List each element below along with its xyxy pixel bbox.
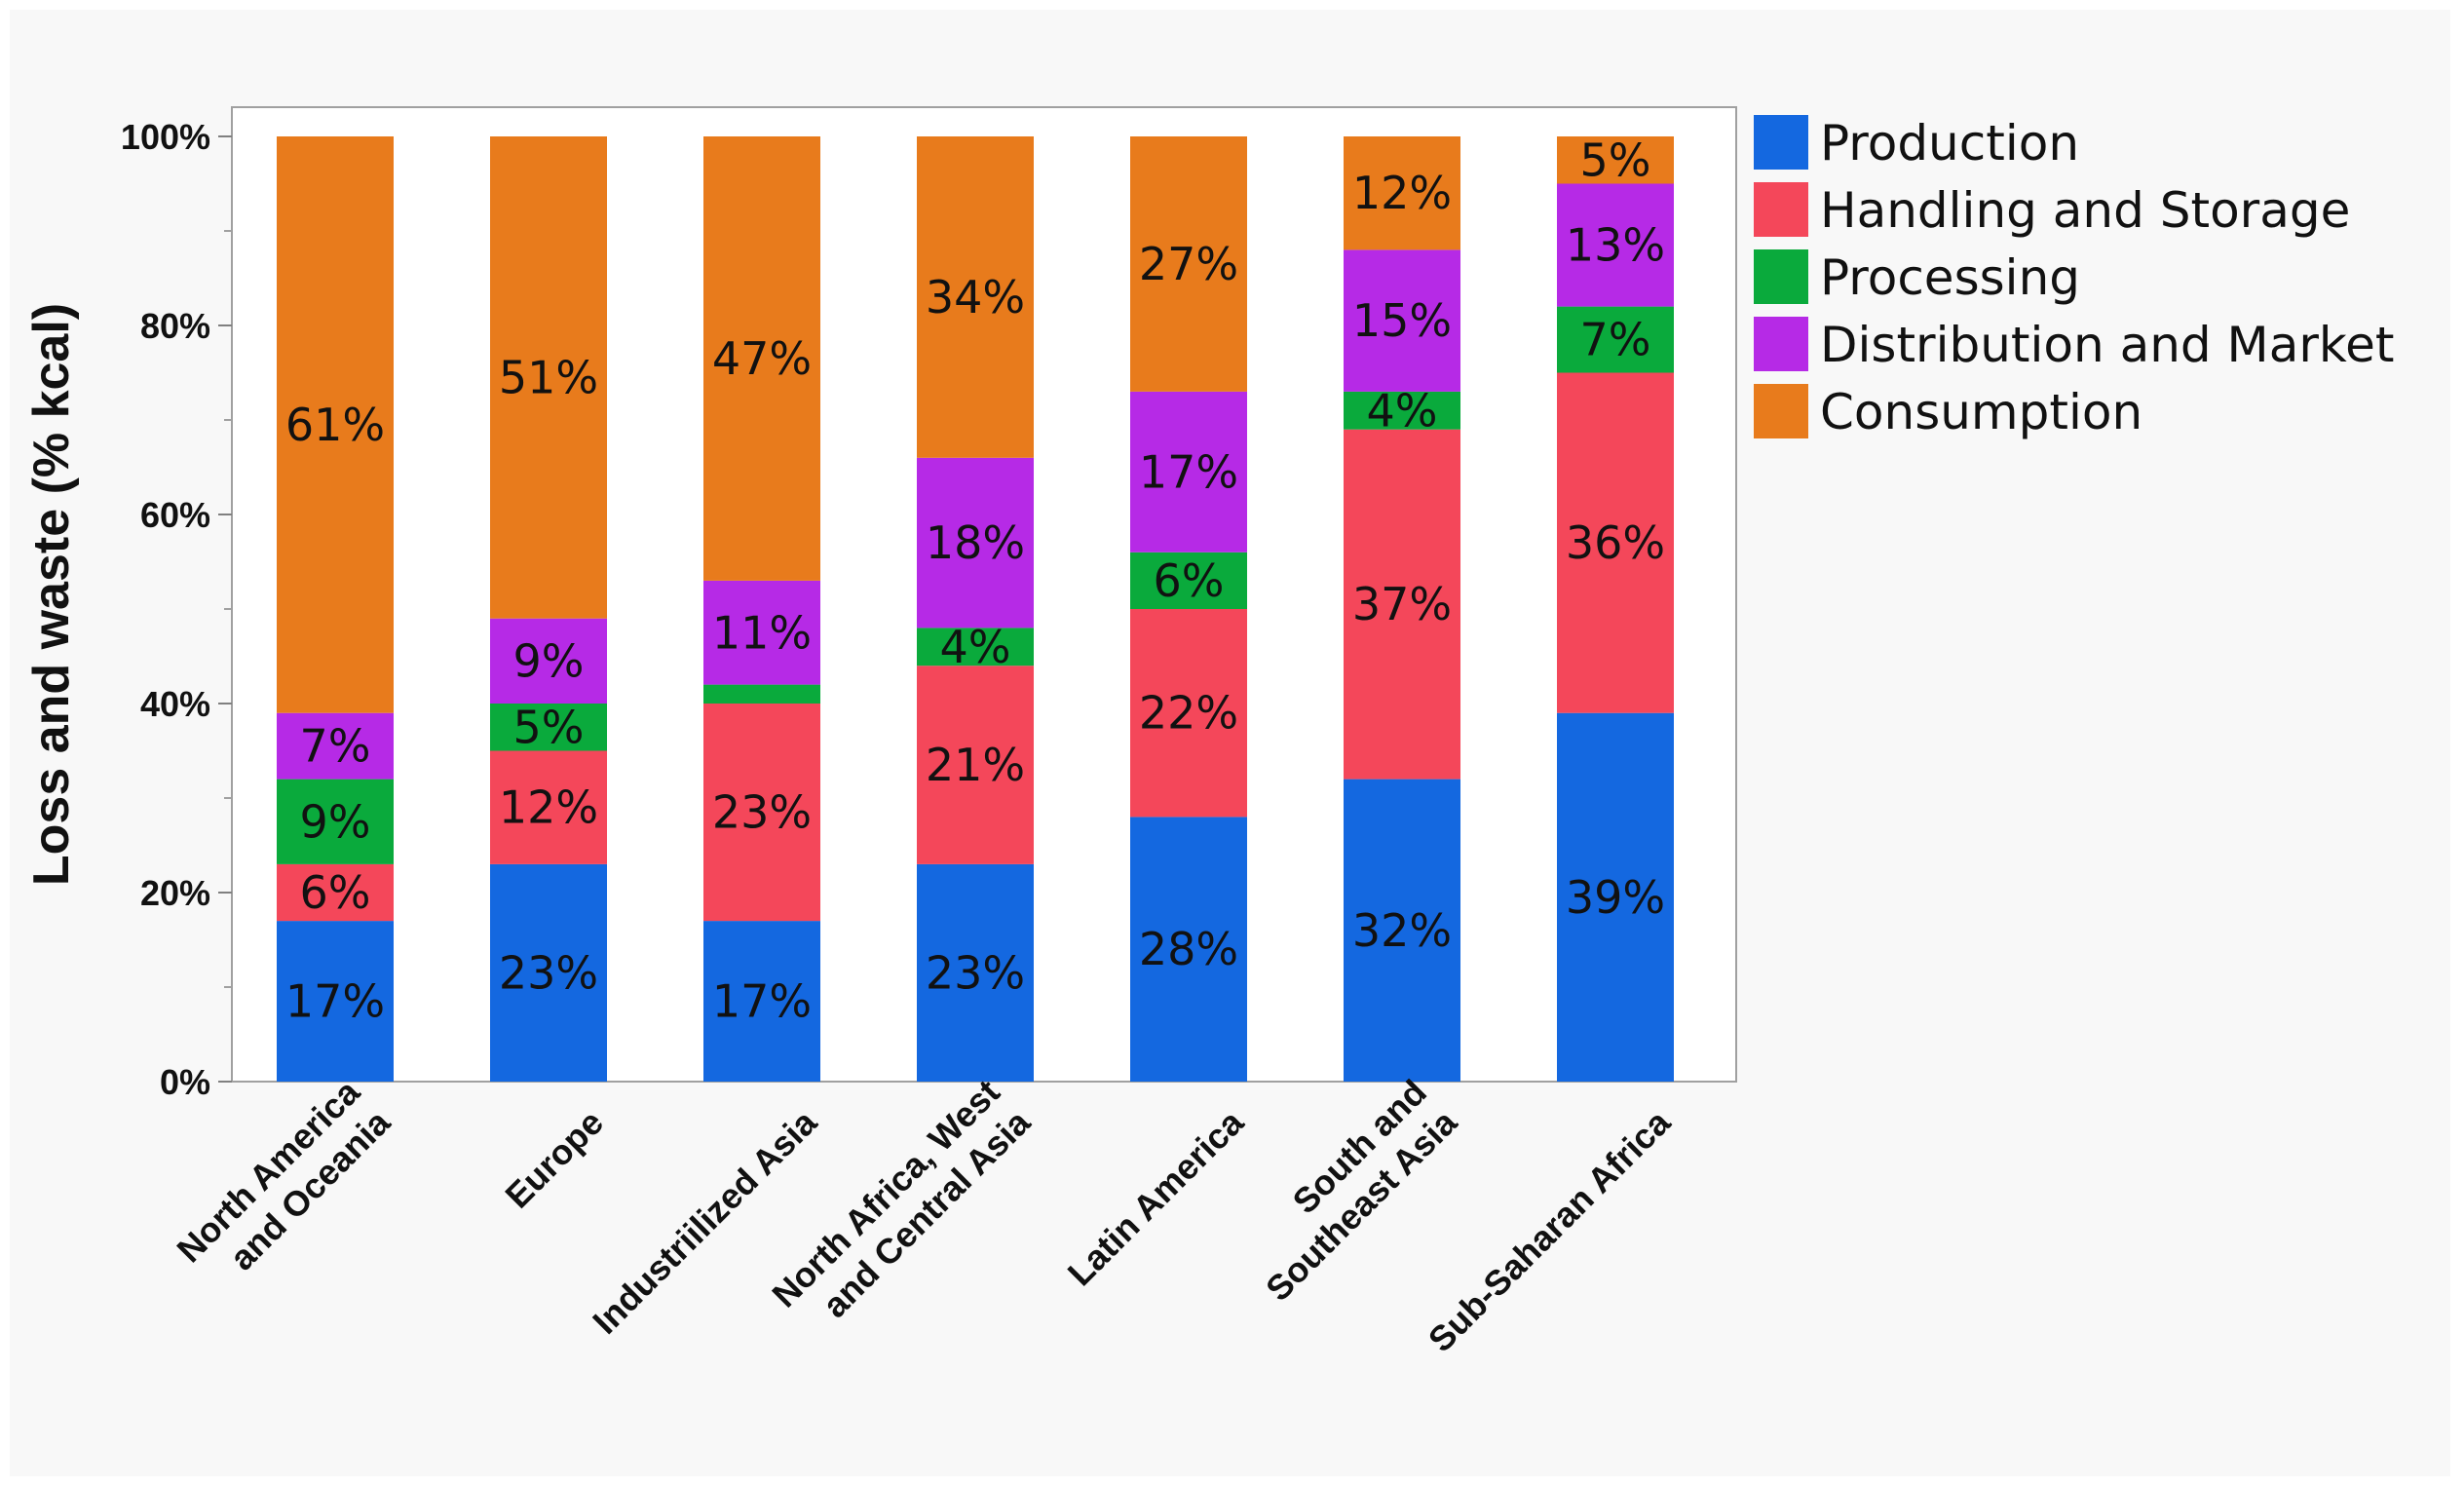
bar-segment (703, 580, 820, 685)
data-label: 7% (1580, 314, 1651, 366)
bar-segment (1130, 552, 1247, 609)
legend-label: Consumption (1820, 384, 2142, 440)
data-label: 12% (1352, 167, 1452, 219)
legend-label: Production (1820, 115, 2079, 171)
bar-segment (1557, 183, 1674, 307)
data-label: 18% (926, 516, 1025, 569)
bar-segment (277, 712, 394, 780)
data-label: 12% (499, 781, 598, 834)
legend-label: Distribution and Market (1820, 317, 2394, 373)
x-category-label: North Americaand Oceania (169, 1071, 398, 1300)
legend: Production Handling and Storage Processing… (1754, 115, 2394, 440)
bar-segment (490, 750, 607, 864)
bar-segment (1557, 372, 1674, 713)
data-label: 17% (285, 975, 385, 1028)
bar-segment (1130, 817, 1247, 1082)
x-category-label: Europe (497, 1102, 611, 1216)
bar-segment (1557, 136, 1674, 184)
bar-segment (917, 457, 1034, 628)
y-tick-label: 60% (140, 495, 210, 535)
bar-segment (1130, 391, 1247, 552)
data-label: 7% (300, 720, 371, 773)
bar-segment (1344, 391, 1460, 430)
legend-label: Handling and Storage (1820, 182, 2350, 239)
y-axis: 0% 20% 40% 60% 80% 100% (121, 107, 233, 1102)
bar-segment (277, 779, 394, 864)
bar-segment (1344, 249, 1460, 392)
data-label: 9% (513, 634, 585, 687)
bar-segment (1557, 306, 1674, 373)
bar-segment (917, 628, 1034, 666)
y-axis-title: Loss and waste (% kcal) (23, 303, 80, 886)
data-label: 28% (1139, 923, 1238, 975)
y-tick-label: 100% (121, 117, 210, 157)
y-tick-label: 80% (140, 306, 210, 346)
data-label: 47% (712, 332, 812, 385)
y-tick-label: 40% (140, 684, 210, 724)
bar-segment (490, 618, 607, 704)
bar-segment (703, 921, 820, 1082)
bar-segment (1130, 136, 1247, 392)
data-label: 51% (499, 351, 598, 403)
bar-segment (703, 684, 820, 704)
bar-segment (703, 136, 820, 581)
bar-segment (917, 863, 1034, 1082)
legend-swatch (1754, 384, 1808, 438)
data-label: 17% (1139, 445, 1238, 498)
x-category-label: Sub-Saharan Africa (1421, 1101, 1679, 1359)
chart-panel: 0% 20% 40% 60% 80% 100% Loss and waste (% kca… (10, 10, 2450, 1476)
bar-segment (1344, 779, 1460, 1082)
data-label: 39% (1566, 871, 1665, 924)
data-label: 15% (1352, 294, 1452, 347)
data-label: 17% (712, 975, 812, 1028)
data-label: 37% (1352, 578, 1452, 630)
bar-segment (277, 921, 394, 1082)
data-label: 34% (926, 271, 1025, 324)
data-label: 23% (712, 786, 812, 839)
data-label: 9% (300, 795, 371, 848)
bar-segment (1557, 712, 1674, 1082)
data-label: 23% (499, 946, 598, 999)
y-tick-label: 20% (140, 873, 210, 913)
bar-segment (490, 863, 607, 1082)
bar-segment (277, 136, 394, 713)
x-axis-labels: North Americaand Oceania EuropeIndustriil… (169, 1071, 1678, 1359)
data-label: 21% (926, 739, 1025, 791)
legend-swatch (1754, 317, 1808, 371)
legend-swatch (1754, 115, 1808, 170)
y-tick-label: 0% (160, 1062, 210, 1102)
data-label: 6% (300, 866, 371, 919)
bar-segment (490, 136, 607, 619)
data-label: 22% (1139, 687, 1238, 740)
bars (277, 136, 1674, 1082)
data-label: 61% (285, 399, 385, 451)
data-labels: 17% 6% 9% 7% 61% 23% 12% 5% 9% 51% 17% 23% 11% 47% 23%… (285, 133, 1665, 1027)
bar-segment (490, 704, 607, 751)
data-label: 6% (1154, 554, 1225, 607)
data-label: 23% (926, 946, 1025, 999)
data-label: 5% (1580, 133, 1651, 186)
bar-segment (1344, 429, 1460, 780)
bar-segment (1344, 136, 1460, 250)
data-label: 36% (1566, 516, 1665, 569)
legend-swatch (1754, 182, 1808, 237)
bar-segment (917, 136, 1034, 458)
stacked-bar-chart: 0% 20% 40% 60% 80% 100% Loss and waste (% kca… (23, 106, 2394, 1359)
bar-segment (703, 704, 820, 922)
legend-label: Processing (1820, 249, 2080, 306)
data-label: 5% (513, 701, 585, 753)
bar-segment (1130, 609, 1247, 818)
x-category-label: South andSoutheast Asia (1228, 1071, 1465, 1309)
data-label: 11% (712, 606, 812, 659)
x-category-label: Latin America (1060, 1101, 1252, 1293)
data-label: 13% (1566, 219, 1665, 272)
data-label: 27% (1139, 238, 1238, 290)
bar-segment (277, 863, 394, 922)
data-label: 4% (940, 621, 1011, 673)
data-label: 32% (1352, 904, 1452, 957)
data-label: 4% (1367, 384, 1438, 437)
legend-swatch (1754, 249, 1808, 304)
bar-segment (917, 666, 1034, 864)
